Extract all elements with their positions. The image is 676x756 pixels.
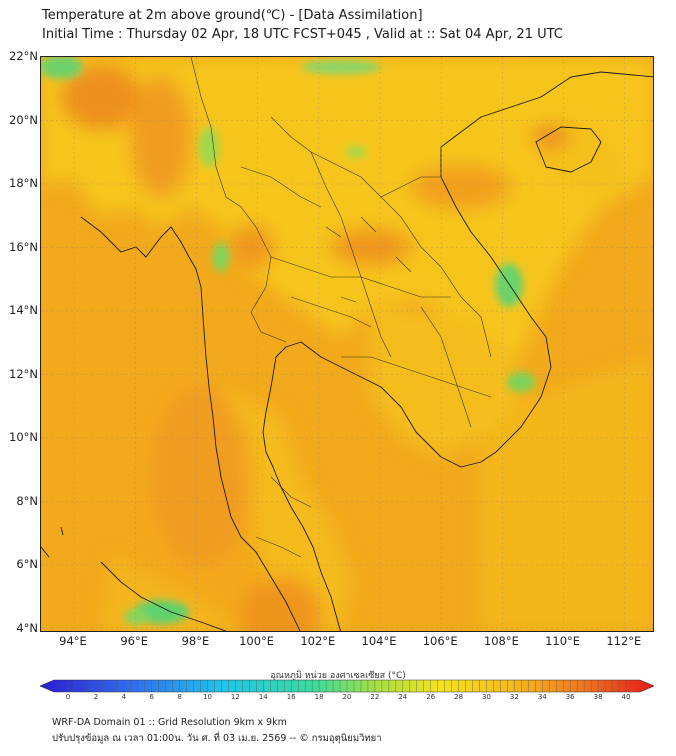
lon-tick-label: 96°E — [120, 634, 149, 648]
warm-patch-6 — [151, 387, 251, 567]
lon-tick-label: 106°E — [422, 634, 458, 648]
colorbar-tick-label: 8 — [177, 693, 182, 701]
lon-tick-label: 94°E — [59, 634, 87, 648]
lat-tick-label: 16°N — [9, 239, 38, 254]
colorbar-tick-label: 34 — [537, 693, 547, 701]
colorbar-tick-label: 20 — [342, 693, 352, 701]
cool-patch-5 — [346, 146, 366, 158]
lon-tick-label: 104°E — [361, 634, 397, 648]
lat-tick-label: 20°N — [9, 112, 38, 127]
cool-patch-1 — [41, 57, 83, 79]
coastline-hainan — [535, 126, 602, 173]
colorbar-tick-label: 0 — [65, 693, 71, 701]
colorbar-tick-label: 14 — [258, 693, 268, 701]
colorbar-tick-label: 6 — [149, 693, 154, 701]
colorbar-tick-label: 36 — [565, 693, 575, 701]
border-11 — [420, 306, 472, 428]
lon-tick-label: 110°E — [545, 634, 581, 648]
map-panel — [40, 56, 654, 632]
border-6 — [290, 296, 372, 328]
warm-patch-8 — [131, 77, 191, 197]
cool-patch-9 — [124, 609, 148, 625]
coastline-sumatra — [100, 561, 227, 631]
lat-tick-label: 6°N — [16, 557, 38, 571]
warm-patch-7 — [241, 577, 321, 631]
colorbar-tick-label: 26 — [426, 693, 436, 701]
border-9 — [270, 476, 312, 508]
lat-tick-label: 12°N — [9, 366, 38, 381]
colorbar-tick-label: 28 — [454, 693, 464, 701]
colorbar-tick-label: 18 — [314, 693, 324, 701]
colorbar-tick-label: 22 — [370, 693, 380, 701]
warm-patch-1 — [61, 65, 141, 129]
chart-subtitle: Initial Time : Thursday 02 Apr, 18 UTC F… — [42, 27, 563, 42]
border-1 — [190, 57, 287, 343]
cool-patch-4 — [213, 242, 229, 272]
colorbar-tick-label: 38 — [593, 693, 603, 701]
cool-patch-2 — [301, 60, 381, 74]
lon-tick-label: 108°E — [483, 634, 519, 648]
colorbar-tick-label: 24 — [398, 693, 408, 701]
lat-tick-label: 8°N — [16, 493, 38, 508]
chart-title: Temperature at 2m above ground(℃) - [Dat… — [42, 8, 423, 23]
lat-tick-label: 10°N — [9, 430, 38, 444]
border-7 — [380, 176, 441, 198]
coastline-myanmar-west — [80, 216, 210, 388]
border-2 — [270, 116, 492, 358]
cool-patch-7 — [507, 372, 535, 392]
warm-patch-2 — [229, 225, 273, 269]
lat-tick-label: 22°N — [9, 49, 38, 63]
colorbar-tick-label: 16 — [286, 693, 296, 701]
colorbar-label: อุณหภูมิ หน่วย องศาเซลเซียส (°C) — [270, 671, 406, 681]
warm-patch-4 — [411, 165, 511, 209]
colorbar-tick-label: 4 — [121, 693, 127, 701]
lon-tick-label: 102°E — [300, 634, 336, 648]
lat-tick-label: 14°N — [9, 303, 38, 317]
lat-tick-label: 18°N — [9, 176, 38, 190]
border-8 — [341, 356, 492, 398]
lat-tick-label: 4°N — [16, 620, 38, 635]
coastline-gulf-east — [300, 341, 497, 468]
border-10 — [255, 536, 302, 558]
cool-patch-3 — [199, 127, 219, 167]
footer-update-info: ปรับปรุงข้อมูล ณ เวลา 01:00น. วัน ศ. ที่… — [52, 733, 382, 744]
lon-tick-label: 112°E — [606, 634, 642, 648]
lon-tick-label: 100°E — [239, 634, 275, 648]
coastline-andaman-islands — [41, 526, 64, 558]
border-4 — [240, 166, 322, 208]
lon-tick-label: 98°E — [181, 634, 210, 648]
colorbar-tick-label: 40 — [621, 693, 631, 701]
colorbar-tick-label: 30 — [482, 693, 491, 701]
warm-patch-5 — [533, 127, 569, 147]
footer-model-info: WRF-DA Domain 01 :: Grid Resolution 9km … — [52, 717, 287, 728]
colorbar-tick-label: 12 — [230, 693, 240, 701]
border-5 — [270, 256, 451, 298]
coastline-peninsula-east — [262, 341, 341, 631]
colorbar — [40, 679, 654, 693]
coastline-peninsula-west — [208, 386, 301, 631]
coastline-vietnam-east — [440, 71, 653, 453]
border-3 — [310, 151, 392, 358]
temperature-map — [41, 57, 653, 631]
east-sea-pale — [481, 357, 653, 631]
land-field-peninsula — [221, 387, 351, 631]
colorbar-tick-label: 32 — [509, 693, 519, 701]
warm-patch-3 — [331, 229, 411, 265]
colorbar-tick-label: 10 — [203, 693, 212, 701]
colorbar-tick-label: 2 — [93, 693, 99, 701]
border-12 — [325, 216, 412, 303]
